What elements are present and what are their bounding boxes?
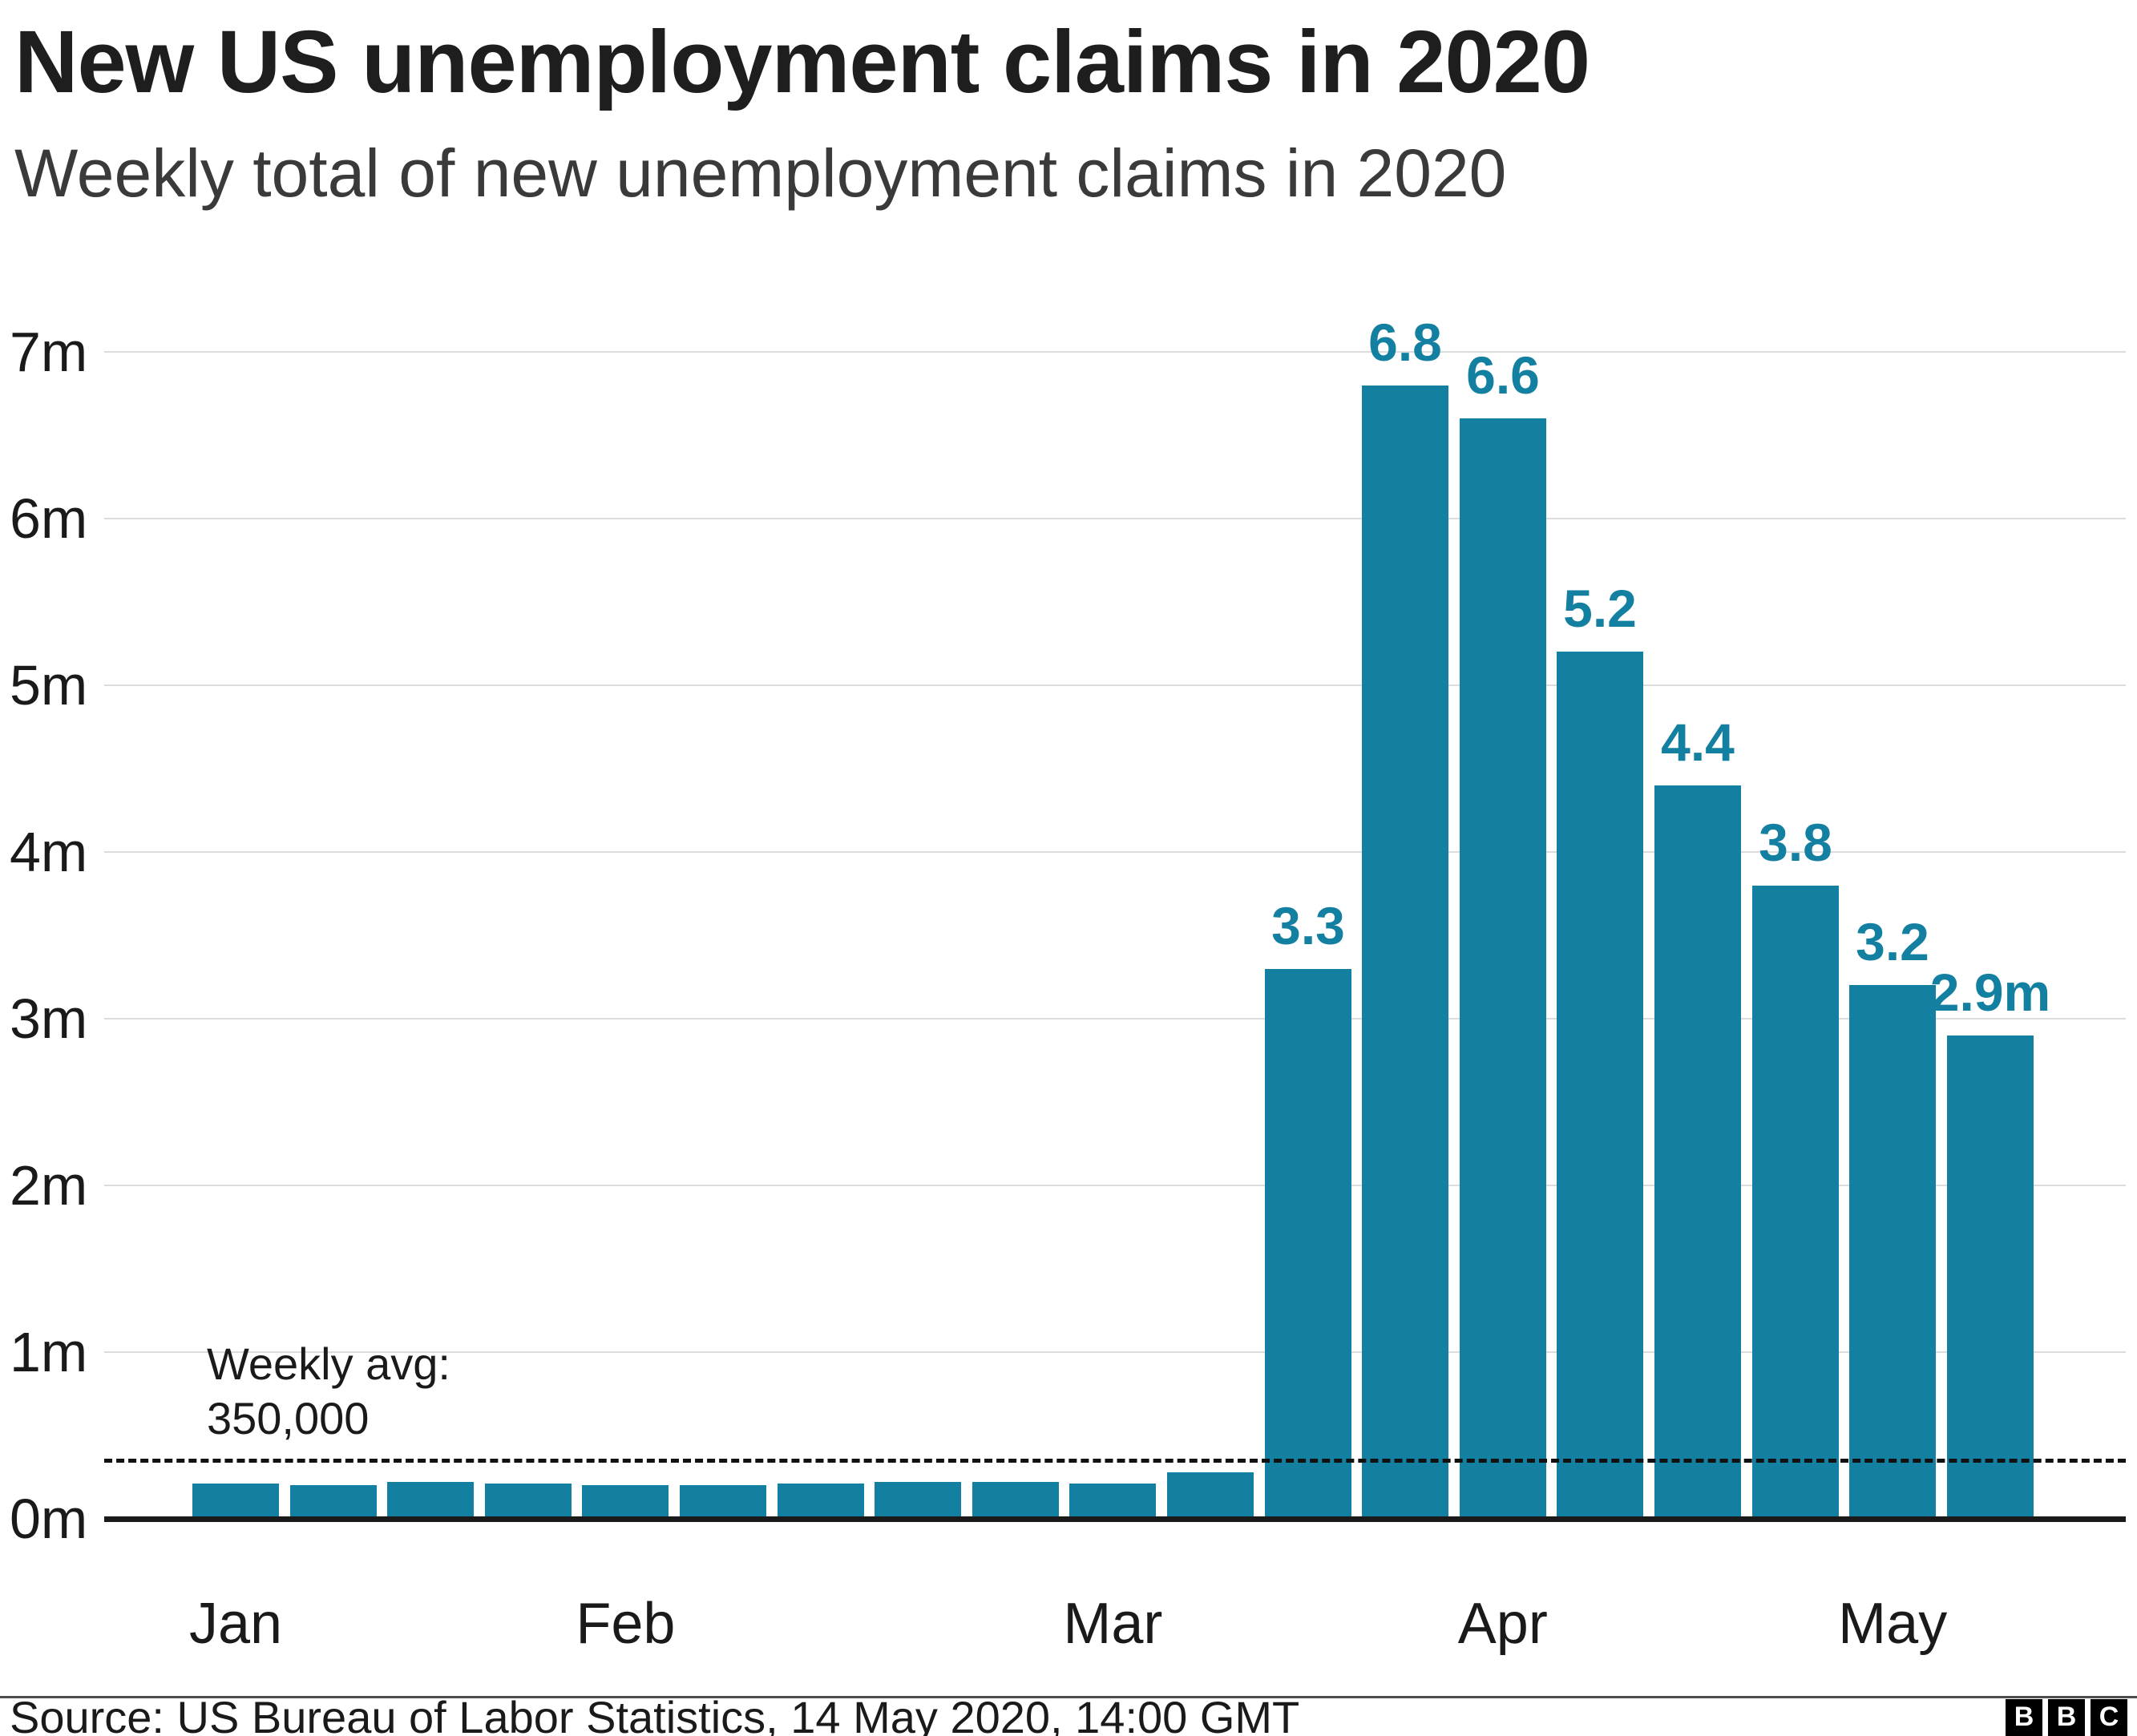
bar bbox=[1849, 985, 1936, 1519]
bar-value-label: 3.8 bbox=[1759, 813, 1832, 872]
y-tick-label: 2m bbox=[10, 1154, 88, 1217]
bar bbox=[1947, 1036, 2034, 1519]
bbc-logo-letter-b2: B bbox=[2048, 1698, 2085, 1736]
bar-value-label: 3.3 bbox=[1271, 896, 1345, 955]
gridline bbox=[104, 351, 2126, 353]
bar bbox=[1069, 1484, 1156, 1519]
bar bbox=[582, 1485, 669, 1519]
bar bbox=[290, 1485, 377, 1519]
bar bbox=[485, 1484, 572, 1519]
average-label-line1: Weekly avg: bbox=[207, 1338, 450, 1389]
bar bbox=[778, 1484, 864, 1519]
bar bbox=[1752, 886, 1839, 1519]
average-label-line2: 350,000 bbox=[207, 1393, 370, 1443]
y-tick-label: 3m bbox=[10, 987, 88, 1050]
month-label-apr: Apr bbox=[1457, 1592, 1548, 1656]
y-tick-label: 7m bbox=[10, 321, 88, 383]
month-label-feb: Feb bbox=[576, 1592, 676, 1656]
x-axis bbox=[104, 1516, 2126, 1522]
bar-value-label: 5.2 bbox=[1563, 579, 1637, 638]
bar bbox=[1362, 386, 1448, 1519]
gridline bbox=[104, 684, 2126, 686]
gridline bbox=[104, 518, 2126, 519]
bar-value-label: 4.4 bbox=[1661, 713, 1735, 772]
bar bbox=[387, 1482, 474, 1519]
bar bbox=[1265, 969, 1351, 1519]
y-tick-label: 4m bbox=[10, 821, 88, 883]
bar-value-label: 6.6 bbox=[1466, 345, 1540, 405]
gridline bbox=[104, 851, 2126, 853]
y-tick-label: 5m bbox=[10, 654, 88, 717]
month-label-mar: Mar bbox=[1063, 1592, 1163, 1656]
average-label: Weekly avg: 350,000 bbox=[207, 1337, 450, 1446]
bar bbox=[192, 1484, 279, 1519]
average-line bbox=[104, 1459, 2126, 1463]
bar bbox=[680, 1485, 766, 1519]
gridline bbox=[104, 1351, 2126, 1353]
month-label-may: May bbox=[1838, 1592, 1948, 1656]
month-label-jan: Jan bbox=[188, 1592, 283, 1656]
chart-title: New US unemployment claims in 2020 bbox=[14, 13, 1590, 111]
bar bbox=[1167, 1472, 1254, 1519]
bar-value-label: 3.2 bbox=[1856, 912, 1929, 971]
bar bbox=[972, 1482, 1059, 1519]
bar-value-label: 6.8 bbox=[1368, 313, 1442, 372]
source-text: Source: US Bureau of Labor Statistics, 1… bbox=[10, 1691, 1300, 1736]
y-tick-label: 0m bbox=[10, 1488, 88, 1550]
bbc-logo: B B C bbox=[2006, 1698, 2127, 1736]
y-tick-label: 1m bbox=[10, 1321, 88, 1383]
bbc-logo-letter-c: C bbox=[2091, 1698, 2127, 1736]
bar-value-label: 2.9m bbox=[1929, 963, 2051, 1022]
footer: Source: US Bureau of Labor Statistics, 1… bbox=[0, 1691, 2137, 1736]
bbc-logo-letter-b1: B bbox=[2006, 1698, 2042, 1736]
bar bbox=[1557, 652, 1643, 1519]
y-tick-label: 6m bbox=[10, 487, 88, 550]
chart-subtitle: Weekly total of new unemployment claims … bbox=[14, 135, 1507, 211]
bar bbox=[1654, 785, 1741, 1519]
bar bbox=[875, 1482, 961, 1519]
gridline bbox=[104, 1018, 2126, 1019]
gridline bbox=[104, 1185, 2126, 1186]
bar bbox=[1460, 418, 1546, 1519]
